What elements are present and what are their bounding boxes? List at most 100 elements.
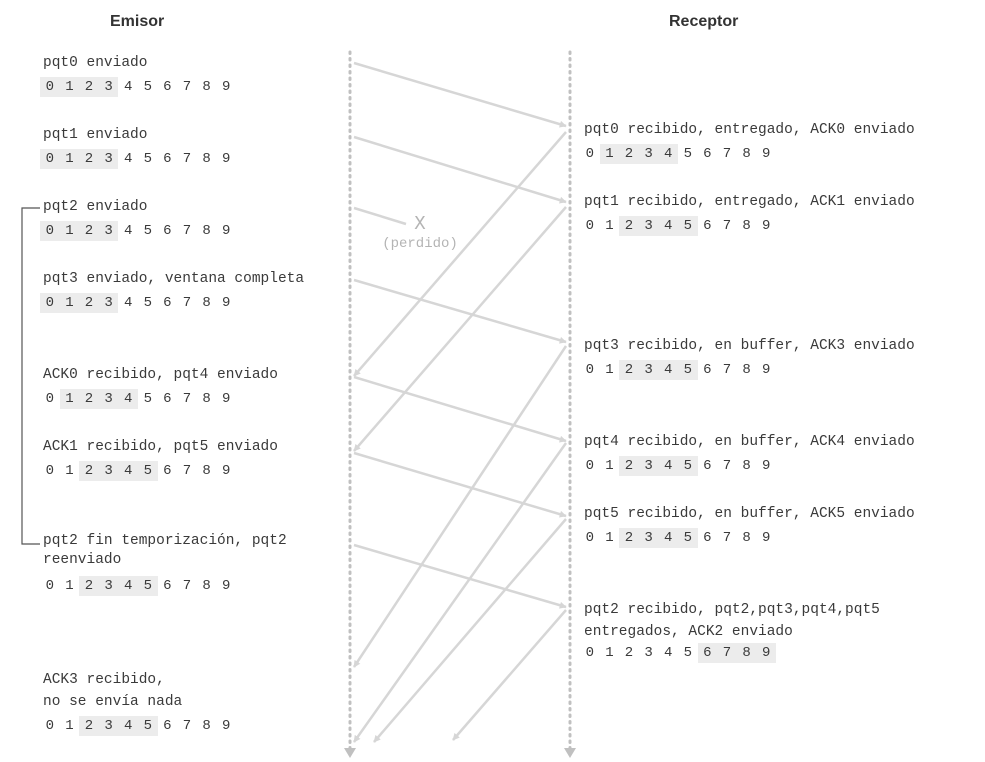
seq-number: 2 [619,528,639,548]
seq-number: 6 [163,79,172,95]
sender-event-text: ACK0 recibido, pqt4 enviado [43,364,278,386]
seq-number: 7 [722,218,732,234]
seq-number: 6 [703,458,712,474]
event-line: ACK1 recibido, pqt5 enviado [43,439,278,455]
seq-number: 2 [619,144,639,164]
seq-number: 5 [143,79,152,95]
seq-number: 3 [638,528,659,548]
seq-number: 6 [703,362,712,378]
event-line: pqt4 recibido, en buffer, ACK4 enviado [584,434,915,450]
seq-number: 9 [221,295,231,311]
seq-number: 1 [65,463,74,479]
seq-number: 2 [79,389,99,409]
arrow-pqt0 [353,61,567,128]
event-line: pqt1 recibido, entregado, ACK1 enviado [584,194,915,210]
seq-number: 4 [658,216,678,236]
seq-number: 6 [163,463,172,479]
seq-number: 6 [703,146,712,162]
seq-number: 7 [722,146,732,162]
seq-number: 1 [59,293,80,313]
seq-number: 8 [742,458,751,474]
seq-number: 3 [98,389,119,409]
event-line: pqt0 recibido, entregado, ACK0 enviado [584,122,915,138]
seq-number: 7 [182,578,192,594]
lost-packet-mark: X [414,213,426,235]
seq-number: 4 [658,144,678,164]
seq-number: 9 [761,530,771,546]
seq-number: 8 [742,146,751,162]
seq-number: 7 [182,223,192,239]
event-line: entregados, ACK2 enviado [584,624,793,640]
seq-number: 7 [182,79,192,95]
seq-number: 8 [742,530,751,546]
seq-number: 0 [45,578,54,594]
seq-number: 7 [722,362,732,378]
seq-number: 1 [599,144,620,164]
seq-number: 5 [143,391,152,407]
seq-number: 4 [118,461,138,481]
receiver-event-text: pqt0 recibido, entregado, ACK0 enviado [584,119,915,141]
seq-number: 4 [123,223,133,239]
seq-number: 3 [638,144,659,164]
seq-number: 8 [742,362,751,378]
seq-number: 6 [163,391,172,407]
event-line: pqt1 enviado [43,127,148,143]
seq-number: 6 [163,151,172,167]
seq-number: 5 [137,716,158,736]
seq-number: 9 [761,146,771,162]
seq-number: 4 [118,389,138,409]
seq-number: 2 [79,77,99,97]
seq-number: 4 [123,295,133,311]
seq-number: 2 [79,221,99,241]
arrow-ack1 [353,206,567,452]
seq-number: 5 [677,528,698,548]
seq-number: 5 [137,461,158,481]
seq-number: 3 [638,216,659,236]
seq-number: 0 [585,530,594,546]
seq-number: 3 [98,77,119,97]
ack-arrows [352,131,568,743]
seq-number: 3 [98,149,119,169]
receiver-event-text: pqt3 recibido, en buffer, ACK3 enviado [584,335,915,357]
seq-number: 5 [683,645,692,661]
sender-event-text: pqt2 enviado [43,196,147,218]
seq-number: 7 [182,391,192,407]
seq-number: 6 [697,643,718,663]
seq-number: 6 [163,718,172,734]
seq-number: 4 [123,151,133,167]
seq-number: 8 [202,463,211,479]
seq-number: 2 [79,576,99,596]
receiver-event-text: pqt5 recibido, en buffer, ACK5 enviado [584,503,915,525]
seq-number: 0 [585,146,594,162]
arrow-ack5 [373,518,567,743]
event-line: ACK0 recibido, pqt4 enviado [43,367,278,383]
seq-number: 2 [624,645,634,661]
timeout-bracket [21,207,40,545]
seq-number: 0 [585,645,594,661]
receiver-timeline-arrowhead [564,748,576,758]
receiver-header: Receptor [669,13,739,30]
sender-event-text: ACK1 recibido, pqt5 enviado [43,436,278,458]
seq-number: 7 [182,718,192,734]
seq-number: 9 [761,362,771,378]
seq-number: 6 [703,218,712,234]
seq-number: 4 [658,528,678,548]
seq-number: 1 [59,389,80,409]
seq-number: 6 [703,530,712,546]
seq-number: 1 [605,458,614,474]
seq-number: 8 [742,218,751,234]
seq-number: 0 [45,718,54,734]
seq-number: 4 [118,716,138,736]
receiver-event-text: pqt1 recibido, entregado, ACK1 enviado [584,191,915,213]
seq-number: 9 [761,458,771,474]
sender-event-text: pqt0 enviado [43,52,147,74]
